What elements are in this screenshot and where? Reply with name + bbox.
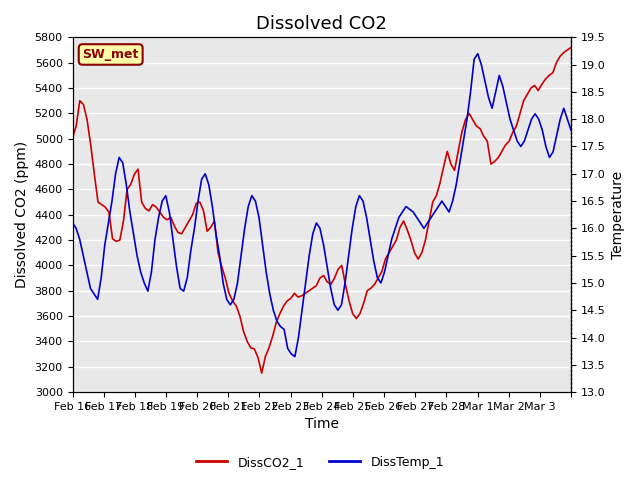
- Title: Dissolved CO2: Dissolved CO2: [256, 15, 387, 33]
- Legend: DissCO2_1, DissTemp_1: DissCO2_1, DissTemp_1: [191, 451, 449, 474]
- Text: SW_met: SW_met: [83, 48, 139, 61]
- Y-axis label: Dissolved CO2 (ppm): Dissolved CO2 (ppm): [15, 141, 29, 288]
- X-axis label: Time: Time: [305, 418, 339, 432]
- Y-axis label: Temperature: Temperature: [611, 171, 625, 259]
